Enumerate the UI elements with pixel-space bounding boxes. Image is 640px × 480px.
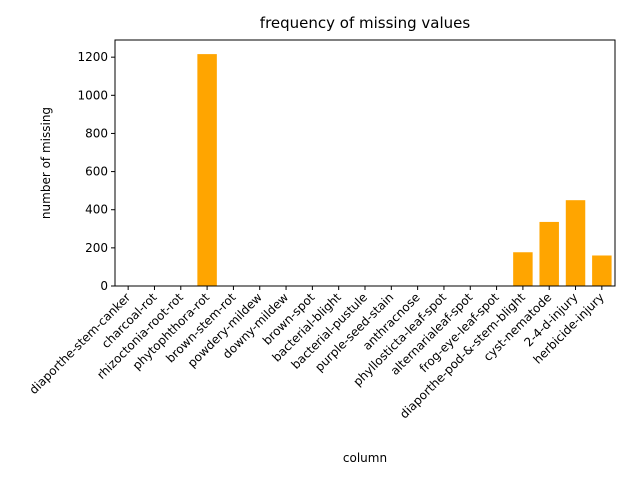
bar-phytophthora-rot (197, 54, 217, 286)
x-axis-label: column (343, 451, 387, 465)
y-tick-label: 200 (85, 241, 108, 255)
y-tick-label: 0 (100, 279, 108, 293)
bar-cyst-nematode (539, 221, 559, 286)
bar-herbicide-injury (592, 255, 612, 286)
bar-diaporthe-pod-&-stem-blight (513, 252, 533, 286)
bars-group (197, 54, 612, 286)
y-tick-label: 600 (85, 165, 108, 179)
x-tick-label: diaporthe-stem-canker (27, 290, 134, 397)
y-axis: 0 200 400 600 800 1000 1200 (77, 50, 115, 293)
x-axis: diaporthe-stem-cankercharcoal-rotrhizoct… (27, 286, 607, 421)
bar-2-4-d-injury (565, 200, 586, 286)
y-tick-label: 400 (85, 203, 108, 217)
y-tick-label: 800 (85, 126, 108, 140)
y-axis-label: number of missing (39, 107, 53, 219)
y-tick-label: 1000 (77, 88, 108, 102)
y-tick-label: 1200 (77, 50, 108, 64)
plot-frame (114, 39, 616, 287)
chart-title: frequency of missing values (260, 14, 471, 32)
